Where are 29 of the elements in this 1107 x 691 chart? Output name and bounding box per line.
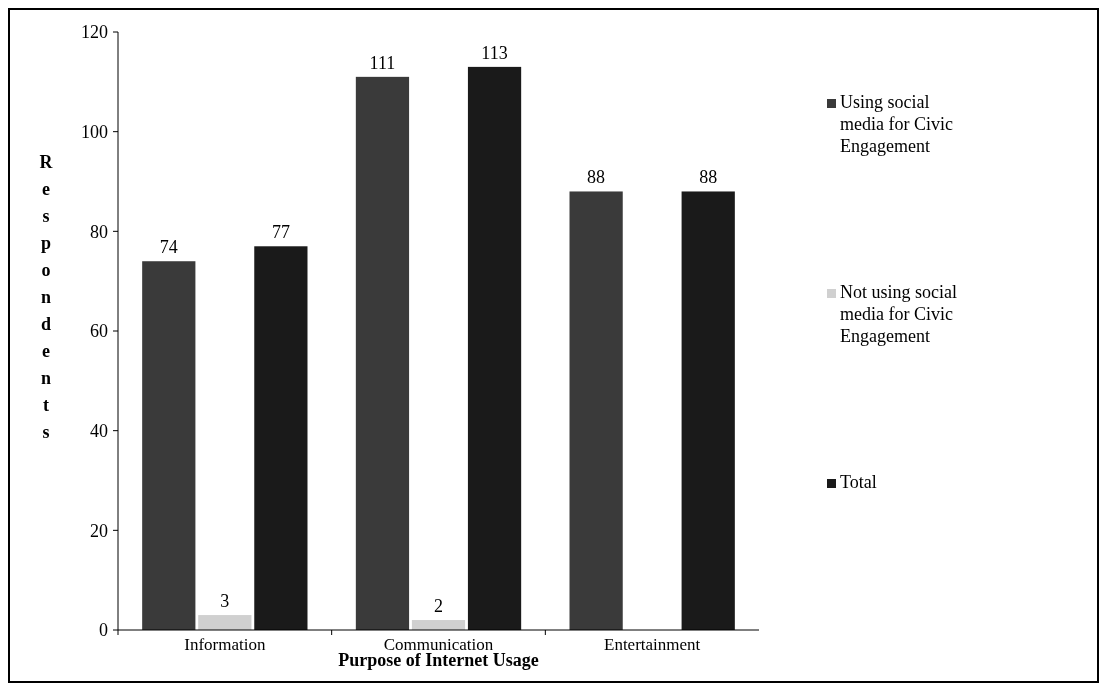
bar <box>411 620 466 630</box>
y-tick-label: 80 <box>90 221 108 242</box>
y-tick-label: 60 <box>90 321 108 342</box>
data-label: 3 <box>220 591 230 612</box>
x-tick-label: Information <box>184 635 266 654</box>
y-tick-label: 0 <box>99 620 108 641</box>
bar <box>254 246 308 630</box>
legend-label: Not using social media for Civic Engagement <box>840 282 957 346</box>
data-label: 111 <box>369 52 396 73</box>
bar <box>142 261 196 630</box>
bar <box>681 191 735 630</box>
data-label: 74 <box>159 237 178 258</box>
legend-label: Using social media for Civic Engagement <box>840 92 953 156</box>
data-label: 113 <box>481 42 508 63</box>
data-label: 88 <box>587 167 606 188</box>
x-tick-label: Entertainment <box>604 635 701 654</box>
bar <box>355 76 410 630</box>
y-tick-label: 100 <box>81 121 108 142</box>
text: Respondents <box>39 152 53 442</box>
y-tick-label: 120 <box>81 22 108 43</box>
legend-label: Total <box>840 472 877 492</box>
data-label: 2 <box>434 596 443 617</box>
bar <box>467 66 522 630</box>
bar <box>198 615 252 630</box>
data-label: 77 <box>271 222 290 243</box>
bar <box>569 191 623 630</box>
y-tick-label: 20 <box>90 520 108 541</box>
data-label: 88 <box>699 167 718 188</box>
y-tick-label: 40 <box>90 420 108 441</box>
